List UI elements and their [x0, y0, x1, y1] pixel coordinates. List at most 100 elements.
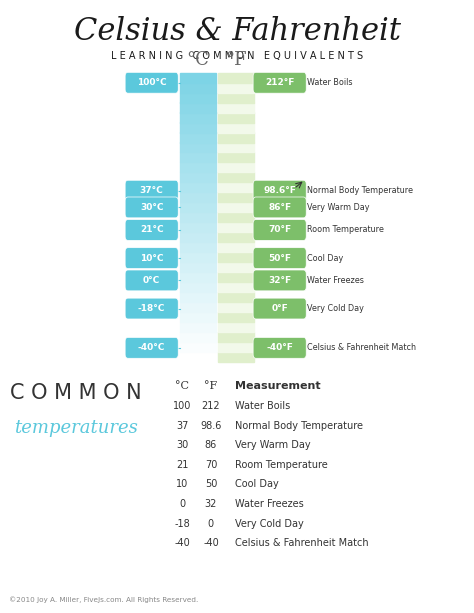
- FancyBboxPatch shape: [253, 180, 306, 201]
- FancyBboxPatch shape: [125, 197, 178, 218]
- Text: 32: 32: [205, 499, 217, 509]
- Bar: [218, 192, 254, 202]
- Bar: [180, 83, 216, 93]
- Text: L E A R N I N G   C O M M O N   E Q U I V A L E N T S: L E A R N I N G C O M M O N E Q U I V A …: [111, 51, 363, 61]
- Text: 21°C: 21°C: [140, 226, 164, 235]
- Text: 70: 70: [205, 460, 217, 470]
- Bar: [218, 152, 254, 162]
- Text: Water Boils: Water Boils: [235, 401, 290, 411]
- Bar: [218, 242, 254, 252]
- Text: 0°C: 0°C: [143, 276, 160, 285]
- Bar: [180, 332, 216, 342]
- FancyBboxPatch shape: [125, 180, 178, 201]
- Text: Cool Day: Cool Day: [235, 479, 278, 489]
- Text: Celsius & Fahrenheit Match: Celsius & Fahrenheit Match: [235, 538, 368, 548]
- Bar: [180, 182, 216, 192]
- Bar: [218, 72, 254, 83]
- Text: Very Cold Day: Very Cold Day: [307, 304, 364, 313]
- Text: Normal Body Temperature: Normal Body Temperature: [307, 186, 413, 195]
- Text: °C: °C: [175, 381, 190, 391]
- Text: °F: °F: [204, 381, 218, 391]
- Bar: [180, 142, 216, 153]
- Bar: [218, 341, 254, 352]
- Bar: [218, 282, 254, 292]
- Bar: [180, 172, 216, 183]
- Text: Celsius & Fahrenheit Match: Celsius & Fahrenheit Match: [307, 343, 416, 352]
- Bar: [180, 272, 216, 282]
- Bar: [180, 311, 216, 322]
- FancyBboxPatch shape: [253, 248, 306, 268]
- Text: Very Warm Day: Very Warm Day: [235, 440, 310, 450]
- Text: 98.6°F: 98.6°F: [263, 186, 296, 195]
- Text: 212°F: 212°F: [265, 78, 294, 87]
- Bar: [218, 112, 254, 123]
- Bar: [180, 262, 216, 272]
- Text: 100: 100: [173, 401, 191, 411]
- Text: °F: °F: [225, 51, 246, 69]
- Bar: [180, 152, 216, 162]
- Text: -40°F: -40°F: [266, 343, 293, 352]
- Text: 86: 86: [205, 440, 217, 450]
- Bar: [218, 311, 254, 322]
- Text: 0: 0: [208, 519, 214, 528]
- Bar: [180, 212, 216, 223]
- FancyBboxPatch shape: [253, 298, 306, 319]
- Bar: [218, 292, 254, 302]
- Bar: [180, 102, 216, 113]
- Text: 30°C: 30°C: [140, 203, 164, 212]
- Text: °C: °C: [186, 51, 210, 69]
- Bar: [218, 102, 254, 113]
- Bar: [180, 232, 216, 242]
- Text: 98.6: 98.6: [200, 421, 222, 430]
- Text: ©2010 Joy A. Miller, FiveJs.com. All Rights Reserved.: ©2010 Joy A. Miller, FiveJs.com. All Rig…: [9, 596, 199, 603]
- Text: Cool Day: Cool Day: [307, 254, 343, 262]
- Bar: [218, 322, 254, 332]
- Bar: [218, 182, 254, 192]
- Text: Very Cold Day: Very Cold Day: [235, 519, 303, 528]
- Text: Water Freezes: Water Freezes: [307, 276, 364, 285]
- Bar: [218, 262, 254, 272]
- Text: Water Boils: Water Boils: [307, 78, 353, 87]
- Text: 0°F: 0°F: [271, 304, 288, 313]
- FancyBboxPatch shape: [125, 219, 178, 240]
- Text: 100°C: 100°C: [137, 78, 166, 87]
- Bar: [218, 142, 254, 153]
- Text: 0: 0: [180, 499, 185, 509]
- Bar: [180, 132, 216, 143]
- Bar: [180, 192, 216, 202]
- Bar: [180, 302, 216, 312]
- Bar: [180, 292, 216, 302]
- Bar: [218, 302, 254, 312]
- Bar: [180, 112, 216, 123]
- Bar: [218, 351, 254, 362]
- Text: 37: 37: [176, 421, 189, 430]
- FancyBboxPatch shape: [125, 298, 178, 319]
- Text: 50: 50: [205, 479, 217, 489]
- Bar: [180, 162, 216, 172]
- Bar: [218, 332, 254, 342]
- Bar: [218, 132, 254, 143]
- Bar: [218, 83, 254, 93]
- Bar: [218, 202, 254, 212]
- Text: 32°F: 32°F: [268, 276, 291, 285]
- Bar: [218, 252, 254, 262]
- Text: Celsius & Fahrenheit: Celsius & Fahrenheit: [73, 17, 401, 47]
- Text: 10: 10: [176, 479, 189, 489]
- Bar: [180, 242, 216, 252]
- Text: 21: 21: [176, 460, 189, 470]
- Bar: [218, 172, 254, 183]
- Bar: [218, 123, 254, 132]
- Text: Very Warm Day: Very Warm Day: [307, 203, 370, 212]
- Bar: [180, 282, 216, 292]
- Text: 70°F: 70°F: [268, 226, 291, 235]
- Text: 86°F: 86°F: [268, 203, 291, 212]
- Text: C O M M O N: C O M M O N: [10, 383, 142, 403]
- Text: 212: 212: [201, 401, 220, 411]
- Text: Room Temperature: Room Temperature: [235, 460, 328, 470]
- Text: 30: 30: [176, 440, 189, 450]
- Bar: [180, 322, 216, 332]
- Bar: [180, 341, 216, 352]
- FancyBboxPatch shape: [125, 72, 178, 93]
- FancyBboxPatch shape: [253, 337, 306, 358]
- FancyBboxPatch shape: [125, 248, 178, 268]
